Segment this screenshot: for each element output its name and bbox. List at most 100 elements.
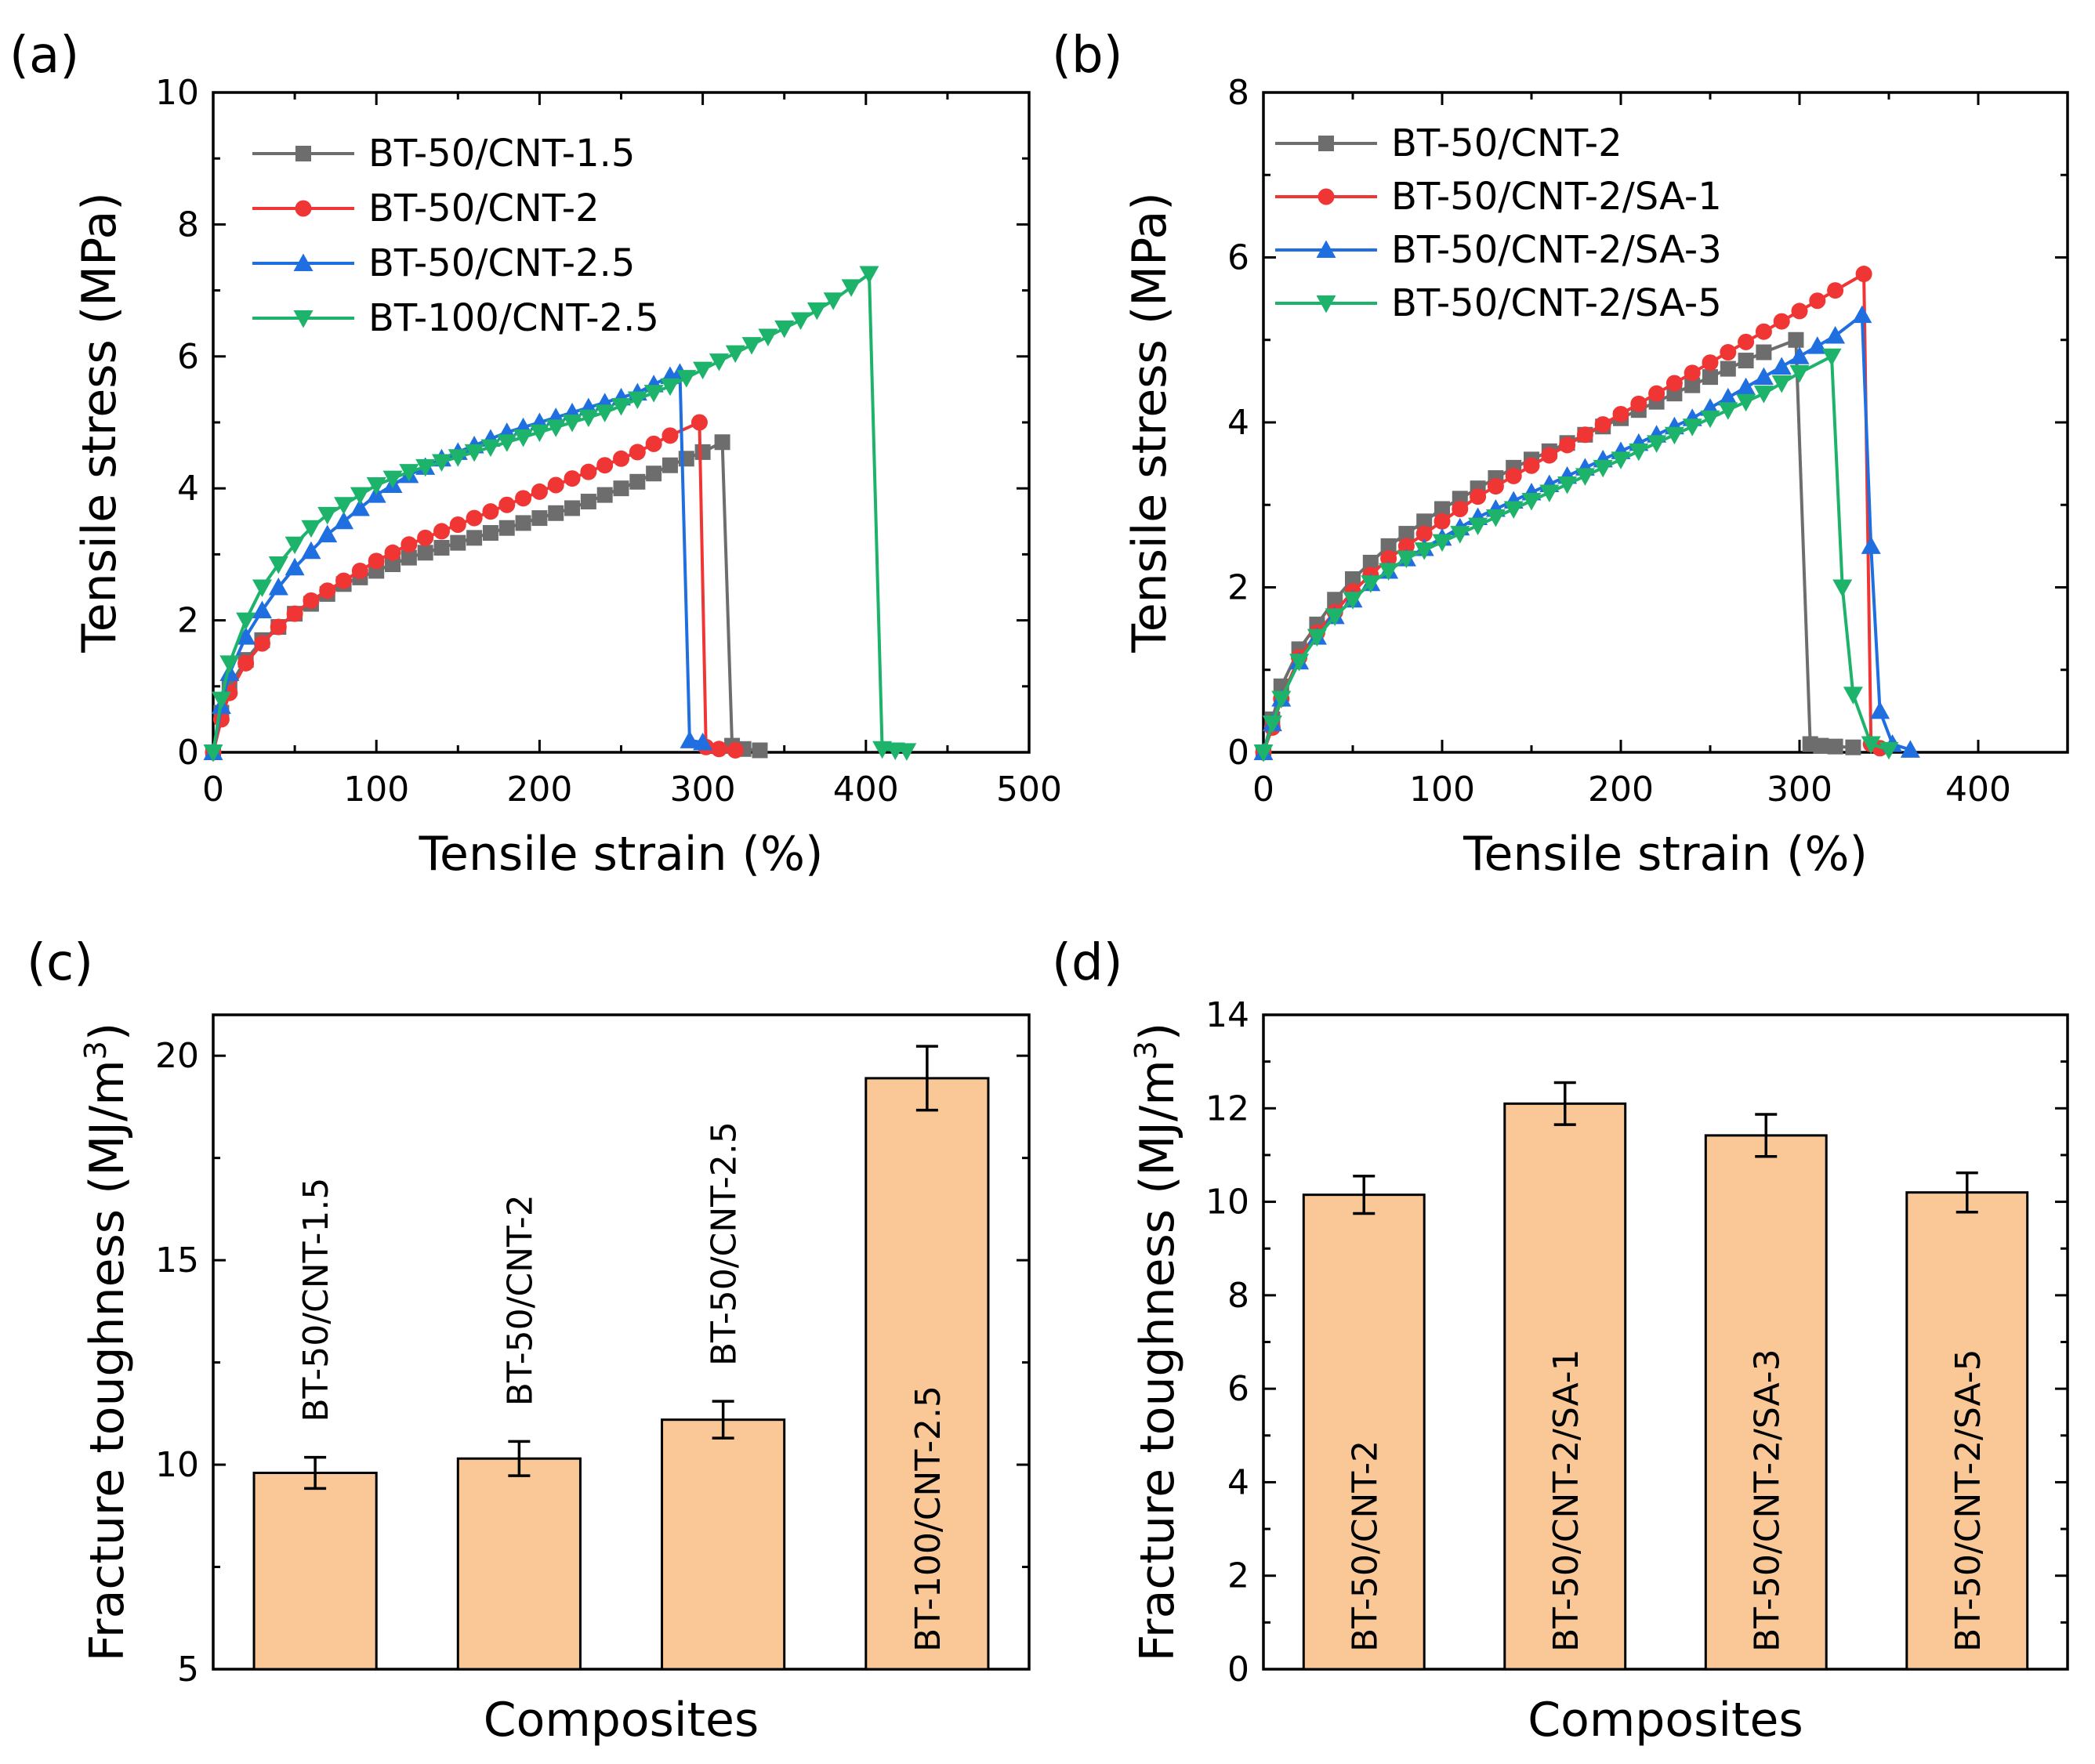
data-point xyxy=(1361,575,1381,593)
data-point xyxy=(629,473,646,490)
data-point xyxy=(1450,526,1470,544)
y-tick-label: 0 xyxy=(1227,1650,1249,1690)
data-point xyxy=(498,520,515,536)
data-point xyxy=(466,530,483,546)
x-axis-title: Tensile strain (%) xyxy=(419,827,824,882)
data-point xyxy=(482,503,499,520)
y-tick-label: 0 xyxy=(177,733,199,773)
series-line xyxy=(1262,337,1854,753)
data-point xyxy=(1684,364,1701,382)
series-line xyxy=(212,440,760,753)
data-point xyxy=(211,691,231,710)
data-point xyxy=(1789,346,1810,364)
data-point xyxy=(531,483,548,500)
data-point xyxy=(1521,492,1542,511)
data-point xyxy=(1861,536,1881,554)
panel-label: (b) xyxy=(1052,27,1123,85)
bar-category-label: BT-50/CNT-2/SA-5 xyxy=(1948,1349,1988,1652)
legend-marker xyxy=(1318,188,1335,205)
data-point xyxy=(417,545,433,561)
data-point xyxy=(1718,402,1738,420)
data-point xyxy=(253,635,270,652)
data-point xyxy=(1487,478,1504,495)
data-point xyxy=(1612,405,1629,422)
panel-c: (c) 5 10 15 20 BT-50/CNT-1.5 BT-50/CNT-2 BT-50/… xyxy=(27,934,1031,1748)
data-point xyxy=(1753,367,1774,386)
data-point xyxy=(1630,395,1647,412)
data-point xyxy=(203,744,223,762)
data-point xyxy=(1879,741,1899,760)
legend-marker xyxy=(295,146,311,161)
data-point xyxy=(1362,554,1379,570)
data-point xyxy=(385,556,401,573)
data-point xyxy=(431,454,451,473)
data-point xyxy=(236,627,256,645)
series-BT-100/CNT-2.5 xyxy=(203,266,917,762)
bar-group: BT-50/CNT-2/SA-3 xyxy=(1704,1113,1828,1671)
data-point xyxy=(859,266,879,284)
series-BT-50/CNT-2/SA-5 xyxy=(1253,348,1899,762)
data-point xyxy=(529,424,549,443)
data-point xyxy=(270,618,287,636)
data-point xyxy=(368,552,385,570)
data-point xyxy=(1593,459,1613,478)
data-point xyxy=(236,612,256,631)
data-point xyxy=(433,539,450,556)
data-point xyxy=(1682,418,1702,436)
data-point xyxy=(676,370,697,388)
series-line xyxy=(212,371,703,753)
data-point xyxy=(1262,715,1282,733)
data-point xyxy=(1345,570,1361,587)
legend-marker xyxy=(1316,240,1336,258)
x-axis-title: Composites xyxy=(1528,1693,1803,1748)
data-point xyxy=(613,480,629,497)
series-BT-50/CNT-2 xyxy=(205,414,744,761)
data-point xyxy=(1648,385,1665,402)
x-tick-label: 500 xyxy=(996,770,1062,810)
data-point xyxy=(872,741,893,759)
data-point xyxy=(1855,266,1872,283)
data-point xyxy=(562,415,582,433)
data-point xyxy=(252,600,272,618)
bar-group: BT-50/CNT-2/SA-1 xyxy=(1503,1081,1627,1671)
series-BT-50/CNT-2 xyxy=(1256,331,1861,760)
y-axis-title: Fracture toughness (MJ/m3) xyxy=(78,1023,135,1662)
legend-entry: BT-50/CNT-2 xyxy=(1391,121,1622,165)
data-point xyxy=(1253,744,1274,762)
data-point xyxy=(1832,579,1853,597)
series-line xyxy=(1262,353,1890,753)
data-point xyxy=(545,419,566,437)
legend-entry: BT-50/CNT-2 xyxy=(368,187,600,230)
data-point xyxy=(301,541,321,560)
data-point xyxy=(466,509,483,527)
data-point xyxy=(1557,476,1578,494)
data-point xyxy=(1664,426,1684,445)
data-point xyxy=(1629,443,1649,462)
data-point xyxy=(578,409,599,428)
x-tick-label: 300 xyxy=(1767,770,1832,810)
data-point xyxy=(709,353,729,371)
data-point xyxy=(449,516,466,534)
y-tick-label: 6 xyxy=(1227,238,1249,278)
data-point xyxy=(1343,592,1363,610)
data-point xyxy=(680,730,700,748)
data-point xyxy=(450,534,466,551)
data-point xyxy=(693,732,713,751)
data-point xyxy=(1523,457,1540,474)
data-point xyxy=(841,279,861,297)
bar-group: BT-50/CNT-2 xyxy=(456,1194,582,1671)
data-point xyxy=(752,742,768,759)
y-tick-label: 4 xyxy=(177,469,199,509)
data-point xyxy=(480,439,501,458)
y-tick-label: 8 xyxy=(1227,1276,1249,1316)
y-tick-label: 20 xyxy=(155,1036,199,1076)
data-point xyxy=(401,549,417,566)
data-point xyxy=(897,743,917,761)
legend-marker xyxy=(1316,295,1336,313)
data-point xyxy=(1809,292,1826,310)
data-point xyxy=(1807,336,1828,354)
legend-entry: BT-50/CNT-1.5 xyxy=(368,132,635,176)
data-point xyxy=(417,529,434,546)
data-point xyxy=(1825,325,1846,344)
